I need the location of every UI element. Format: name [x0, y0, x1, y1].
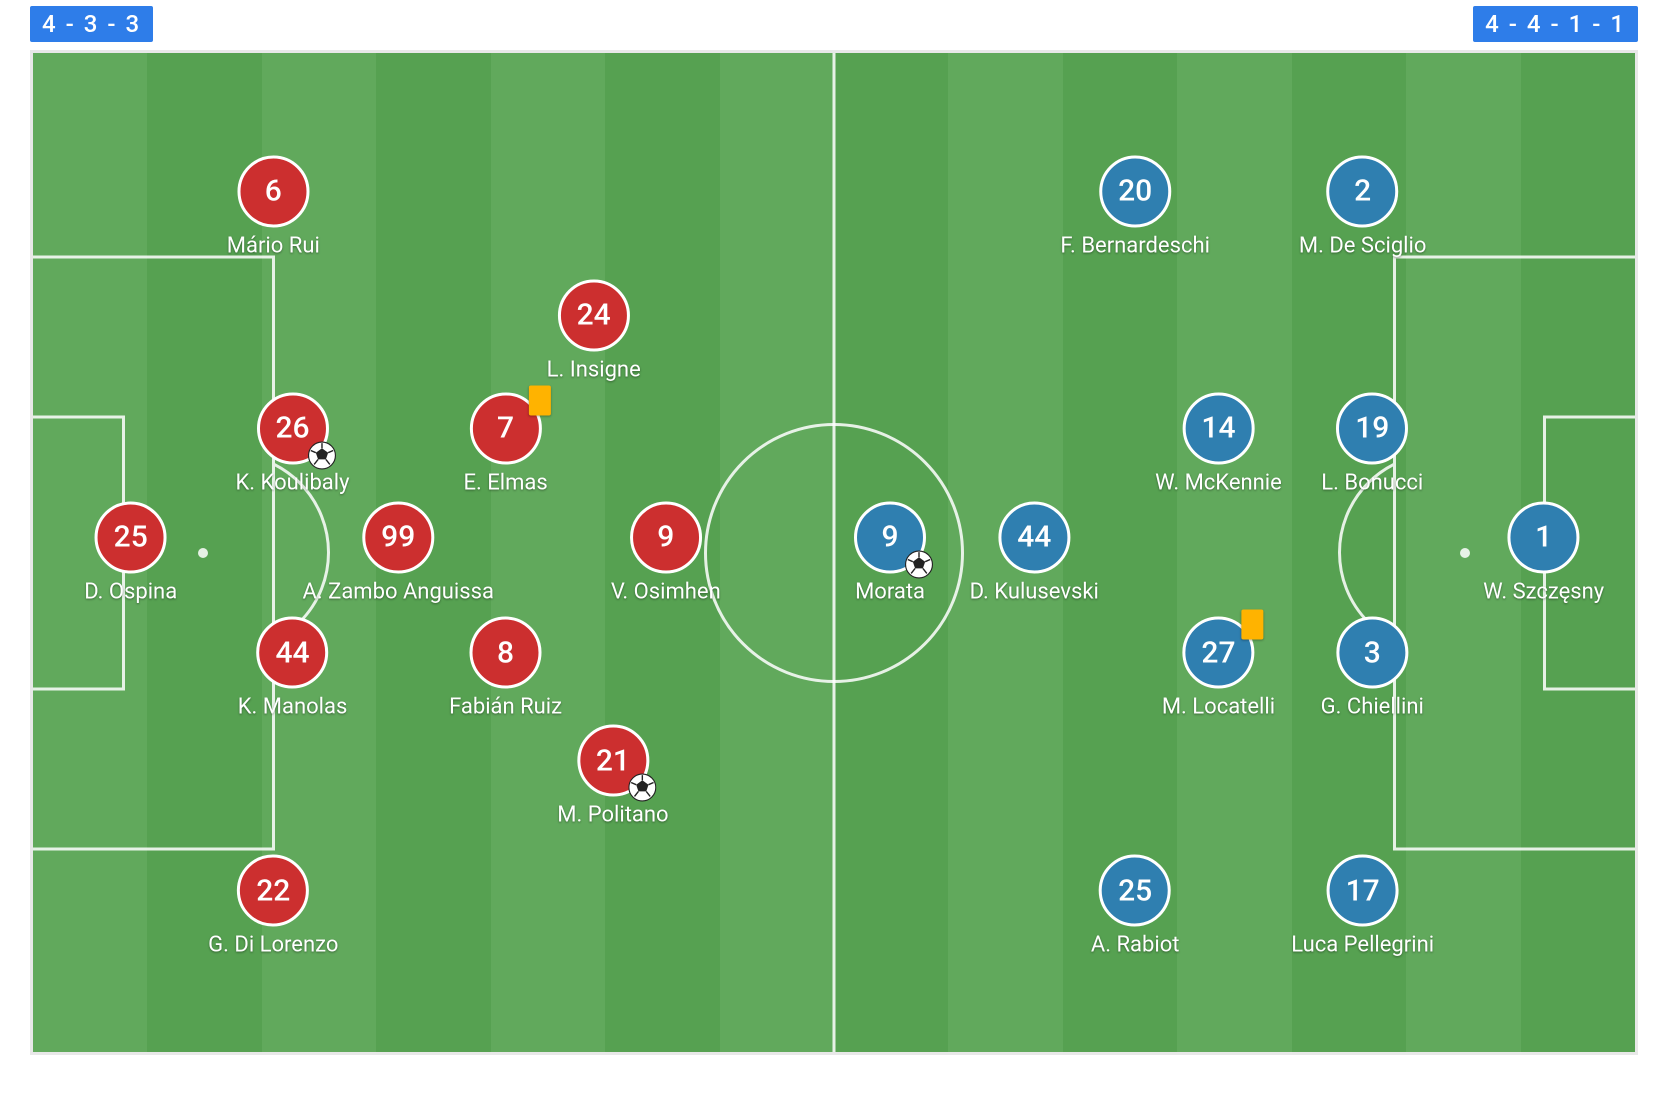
player-circle: 6	[237, 155, 309, 227]
player-number: 21	[596, 743, 630, 778]
player-circle: 19	[1336, 392, 1408, 464]
player-circle: 99	[362, 501, 434, 573]
player-home-21: 21 M. Politano	[557, 725, 668, 828]
player-home-99: 99 A. Zambo Anguissa	[303, 501, 494, 604]
football-pitch: 25 D. Ospina 6 Mário Rui 26 K. Koulibaly 44 K. …	[30, 50, 1638, 1055]
player-home-24: 24 L. Insigne	[547, 279, 641, 382]
player-name: M. Politano	[557, 803, 668, 828]
player-away-44: 44 D. Kulusevski	[970, 501, 1099, 604]
player-home-25: 25 D. Ospina	[84, 501, 177, 604]
player-away-1: 1 W. Szczęsny	[1483, 501, 1604, 604]
penalty-spot-right	[1460, 548, 1470, 558]
player-name: G. Di Lorenzo	[208, 933, 338, 958]
player-number: 25	[114, 520, 148, 555]
player-circle: 20	[1099, 155, 1171, 227]
yellow-card-icon	[529, 385, 551, 415]
player-number: 17	[1346, 873, 1380, 908]
formation-badge-away: 4 - 4 - 1 - 1	[1473, 6, 1638, 42]
player-home-7: 7 E. Elmas	[463, 392, 547, 495]
player-name: W. Szczęsny	[1483, 579, 1604, 604]
player-home-9: 9 V. Osimhen	[611, 501, 721, 604]
player-circle: 24	[558, 279, 630, 351]
player-circle: 9	[854, 501, 926, 573]
player-name: V. Osimhen	[611, 579, 721, 604]
player-away-20: 20 F. Bernardeschi	[1060, 155, 1210, 258]
player-circle: 7	[470, 392, 542, 464]
goal-icon	[628, 774, 656, 802]
player-number: 20	[1118, 174, 1152, 209]
player-name: K. Koulibaly	[236, 470, 350, 495]
player-away-3: 3 G. Chiellini	[1321, 617, 1424, 720]
goal-icon	[905, 550, 933, 578]
player-circle: 25	[1099, 855, 1171, 927]
player-home-26: 26 K. Koulibaly	[236, 392, 350, 495]
penalty-spot-left	[198, 548, 208, 558]
player-circle: 3	[1336, 617, 1408, 689]
player-number: 8	[497, 635, 514, 670]
player-home-8: 8 Fabián Ruiz	[449, 617, 562, 720]
player-name: M. De Sciglio	[1299, 233, 1427, 258]
player-number: 24	[577, 298, 611, 333]
player-home-22: 22 G. Di Lorenzo	[208, 855, 338, 958]
player-circle: 27	[1182, 617, 1254, 689]
player-name: L. Insigne	[547, 357, 641, 382]
player-name: F. Bernardeschi	[1060, 233, 1210, 258]
player-name: G. Chiellini	[1321, 695, 1424, 720]
player-number: 26	[275, 411, 309, 446]
player-number: 25	[1118, 873, 1152, 908]
player-away-9: 9 Morata	[854, 501, 926, 604]
player-circle: 14	[1182, 392, 1254, 464]
player-circle: 2	[1327, 155, 1399, 227]
player-away-2: 2 M. De Sciglio	[1299, 155, 1427, 258]
player-number: 99	[381, 520, 415, 555]
formation-badge-home: 4 - 3 - 3	[30, 6, 153, 42]
player-home-6: 6 Mário Rui	[227, 155, 320, 258]
player-away-17: 17 Luca Pellegrini	[1291, 855, 1434, 958]
player-circle: 17	[1327, 855, 1399, 927]
player-circle: 9	[630, 501, 702, 573]
player-number: 14	[1201, 411, 1235, 446]
player-circle: 44	[257, 617, 329, 689]
goal-icon	[308, 441, 336, 469]
player-name: E. Elmas	[463, 470, 547, 495]
player-home-44: 44 K. Manolas	[238, 617, 348, 720]
player-away-19: 19 L. Bonucci	[1321, 392, 1423, 495]
player-circle: 21	[577, 725, 649, 797]
player-number: 27	[1201, 635, 1235, 670]
player-number: 9	[657, 520, 674, 555]
player-number: 7	[497, 411, 514, 446]
player-number: 9	[882, 520, 899, 555]
player-name: A. Rabiot	[1091, 933, 1180, 958]
player-number: 44	[275, 635, 309, 670]
player-number: 2	[1354, 174, 1371, 209]
player-circle: 8	[470, 617, 542, 689]
player-away-25: 25 A. Rabiot	[1091, 855, 1180, 958]
player-name: M. Locatelli	[1162, 695, 1275, 720]
player-name: K. Manolas	[238, 695, 348, 720]
player-away-14: 14 W. McKennie	[1155, 392, 1282, 495]
player-number: 6	[265, 174, 282, 209]
player-circle: 25	[95, 501, 167, 573]
player-number: 19	[1355, 411, 1389, 446]
yellow-card-icon	[1241, 610, 1263, 640]
player-circle: 22	[237, 855, 309, 927]
player-number: 44	[1017, 520, 1051, 555]
player-name: Luca Pellegrini	[1291, 933, 1434, 958]
player-away-27: 27 M. Locatelli	[1162, 617, 1275, 720]
penalty-arc-right	[1333, 255, 1393, 850]
player-number: 3	[1364, 635, 1381, 670]
player-circle: 26	[257, 392, 329, 464]
player-name: Fabián Ruiz	[449, 695, 562, 720]
player-circle: 1	[1508, 501, 1580, 573]
player-name: L. Bonucci	[1321, 470, 1423, 495]
player-name: W. McKennie	[1155, 470, 1282, 495]
player-number: 1	[1535, 520, 1552, 555]
player-name: Morata	[854, 579, 926, 604]
player-circle: 44	[998, 501, 1070, 573]
player-name: D. Kulusevski	[970, 579, 1099, 604]
player-number: 22	[256, 873, 290, 908]
player-name: Mário Rui	[227, 233, 320, 258]
player-name: A. Zambo Anguissa	[303, 579, 494, 604]
player-name: D. Ospina	[84, 579, 177, 604]
